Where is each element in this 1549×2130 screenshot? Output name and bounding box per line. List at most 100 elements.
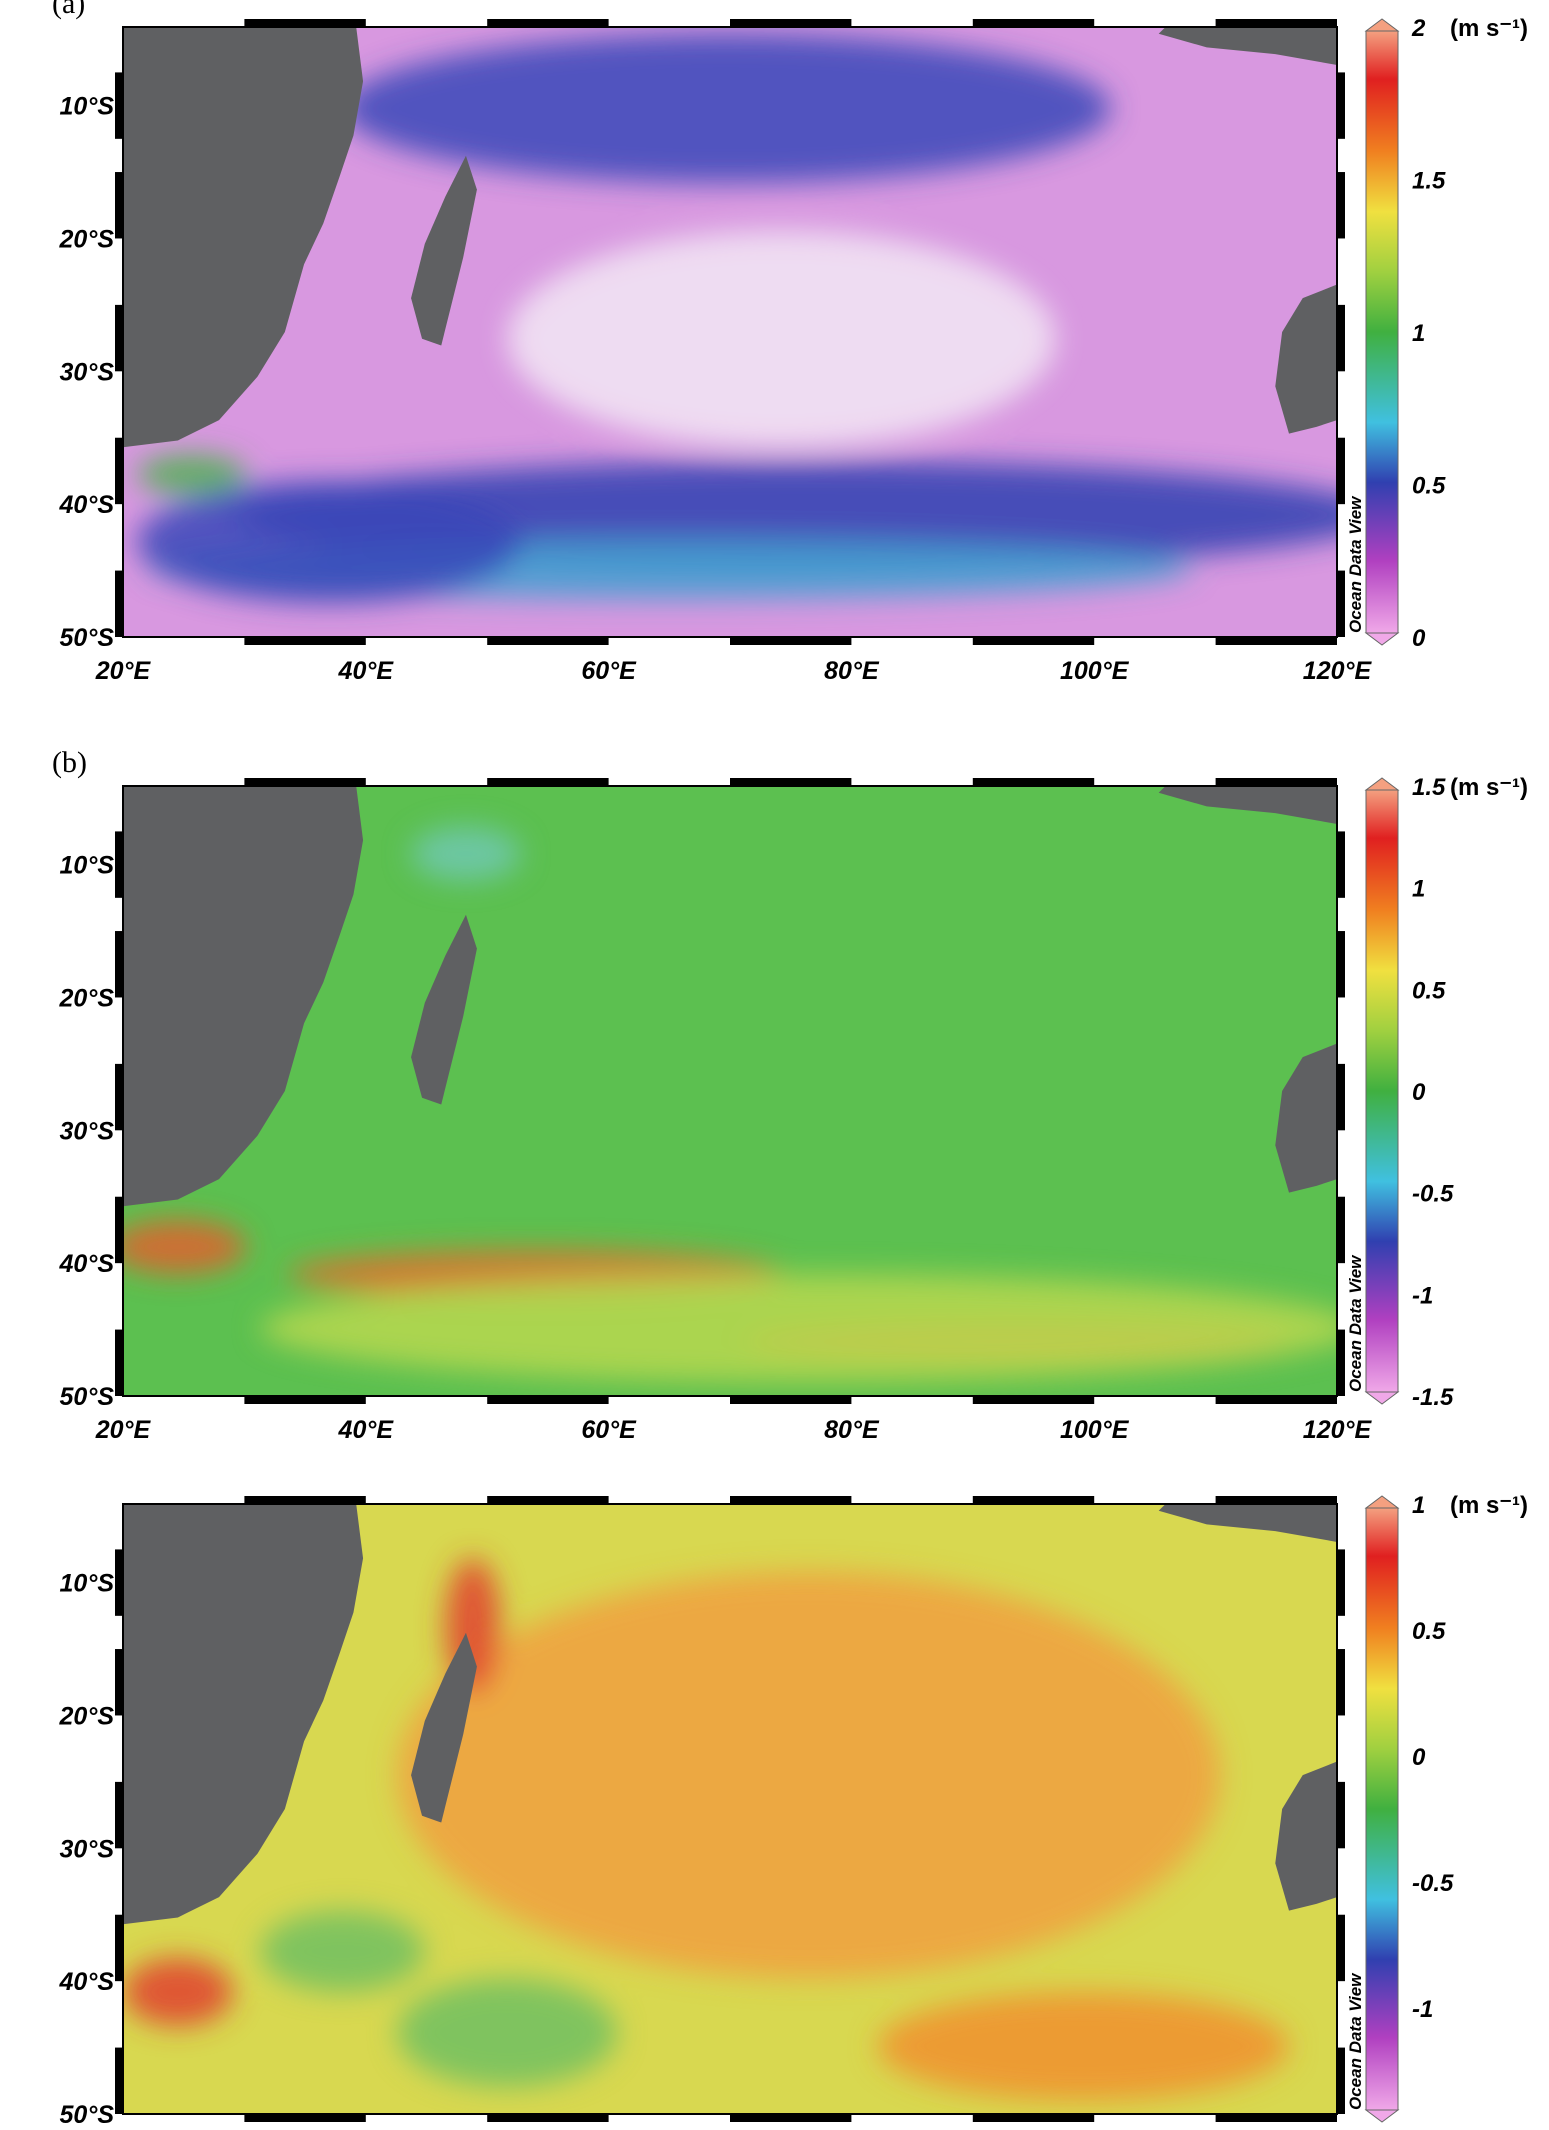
lat-label: 50°S bbox=[60, 624, 115, 652]
frame-tick bbox=[1337, 2047, 1345, 2114]
lat-label: 40°S bbox=[59, 491, 115, 519]
colorbar bbox=[1365, 1507, 1399, 2111]
land-mass bbox=[1158, 786, 1337, 824]
land-mass bbox=[1275, 1043, 1337, 1193]
colorbar-label: 0 bbox=[1412, 1079, 1426, 1106]
lat-label: 30°S bbox=[60, 358, 115, 386]
field-pattern bbox=[136, 33, 1337, 604]
land bbox=[123, 1504, 1337, 1925]
frame-tick bbox=[115, 931, 123, 998]
lat-label: 40°S bbox=[59, 1968, 115, 1996]
lat-label: 30°S bbox=[60, 1835, 115, 1863]
lon-label: 20°E bbox=[95, 657, 152, 685]
lon-label: 40°E bbox=[338, 1416, 395, 1444]
map-area bbox=[123, 1504, 1337, 2114]
frame-tick bbox=[972, 1496, 1095, 1504]
colorbar-label: 0.5 bbox=[1412, 473, 1446, 500]
frame-tick bbox=[972, 637, 1095, 645]
frame-tick bbox=[115, 570, 123, 637]
land-mass bbox=[123, 1504, 364, 1925]
colorbar-label: -1.5 bbox=[1412, 1384, 1454, 1411]
panel-label: (b) bbox=[52, 746, 87, 779]
frame-tick bbox=[1215, 1396, 1337, 1404]
land-mass bbox=[1275, 1761, 1337, 1911]
map-panel: (b) 10°S 20°S 30°S 40°S 50°S 20°E 40°E 60°E 80°E 1… bbox=[52, 746, 1528, 1444]
lon-label: 20°E bbox=[95, 1416, 152, 1444]
frame-tick bbox=[115, 437, 123, 505]
field-blob bbox=[397, 1978, 617, 2087]
frame-tick bbox=[115, 1549, 123, 1616]
field-blob bbox=[136, 454, 247, 495]
frame-tick bbox=[1337, 1196, 1345, 1264]
frame-tick bbox=[1337, 1549, 1345, 1616]
frame-tick bbox=[1337, 437, 1345, 505]
field-blob bbox=[411, 826, 521, 881]
frame-tick bbox=[115, 1329, 123, 1396]
lat-label: 10°S bbox=[60, 1570, 115, 1598]
colorbar-arrow bbox=[1364, 18, 1400, 32]
map-panel: 10°S20°S30°S40°S50°S10.50-0.5-1-1.5(m s⁻… bbox=[59, 1492, 1528, 2130]
field-blob bbox=[877, 1992, 1289, 2101]
frame-tick bbox=[115, 831, 123, 898]
frame-tick bbox=[972, 778, 1095, 786]
field-blob bbox=[260, 1910, 425, 1993]
colorbar bbox=[1365, 789, 1399, 1393]
watermark: Ocean Data View bbox=[1346, 1972, 1365, 2110]
lon-label: 100°E bbox=[1060, 657, 1130, 685]
field-blob bbox=[260, 1274, 1337, 1383]
lat-label: 10°S bbox=[60, 852, 115, 880]
colorbar bbox=[1365, 30, 1399, 634]
frame-tick bbox=[1337, 570, 1345, 637]
frame-tick bbox=[972, 2114, 1095, 2122]
frame-tick bbox=[730, 2114, 852, 2122]
colorbar-label: 0 bbox=[1412, 1744, 1426, 1771]
land-mass bbox=[411, 155, 477, 346]
lat-label: 40°S bbox=[59, 1250, 115, 1278]
watermark: Ocean Data View bbox=[1346, 1254, 1365, 1392]
lat-label: 30°S bbox=[60, 1117, 115, 1145]
frame-tick bbox=[115, 2047, 123, 2114]
frame-tick bbox=[244, 637, 366, 645]
field-blob bbox=[342, 33, 1111, 183]
land-mass bbox=[123, 27, 364, 448]
land-mass bbox=[123, 786, 364, 1207]
colorbar-arrow bbox=[1364, 1391, 1400, 1405]
colorbar-arrow bbox=[1364, 632, 1400, 646]
colorbar-label: 1 bbox=[1412, 1492, 1425, 1519]
frame-tick bbox=[730, 637, 852, 645]
frame-tick bbox=[244, 778, 366, 786]
frame-tick bbox=[244, 2114, 366, 2122]
colorbar-label: 0 bbox=[1412, 625, 1426, 652]
colorbar-arrow bbox=[1364, 1495, 1400, 1509]
frame-tick bbox=[730, 1396, 852, 1404]
frame-tick bbox=[730, 778, 852, 786]
lon-label: 80°E bbox=[824, 657, 880, 685]
land-mass bbox=[1158, 1504, 1337, 1542]
frame-tick bbox=[1215, 2114, 1337, 2122]
frame-tick bbox=[487, 19, 609, 27]
frame-tick bbox=[244, 1396, 366, 1404]
frame-tick bbox=[115, 1781, 123, 1849]
panel-label: (a) bbox=[52, 0, 85, 20]
lat-label: 50°S bbox=[60, 2101, 115, 2125]
frame-tick bbox=[1337, 931, 1345, 998]
frame-tick bbox=[1215, 19, 1337, 27]
frame-tick bbox=[115, 1196, 123, 1264]
frame-tick bbox=[487, 1496, 609, 1504]
frame-tick bbox=[115, 172, 123, 239]
colorbar-label: 0.5 bbox=[1412, 1618, 1446, 1645]
colorbar-label: -1 bbox=[1412, 1282, 1433, 1309]
lon-label: 40°E bbox=[338, 657, 395, 685]
frame-tick bbox=[487, 778, 609, 786]
frame-tick bbox=[730, 19, 852, 27]
lon-label: 120°E bbox=[1303, 657, 1373, 685]
frame-tick bbox=[1337, 1063, 1345, 1131]
lat-label: 20°S bbox=[59, 225, 115, 253]
frame-tick bbox=[1215, 1496, 1337, 1504]
frame-tick bbox=[244, 1496, 366, 1504]
frame-tick bbox=[115, 1914, 123, 1982]
lat-label: 20°S bbox=[59, 984, 115, 1012]
field-pattern bbox=[123, 1558, 1289, 2101]
lon-label: 60°E bbox=[581, 657, 637, 685]
